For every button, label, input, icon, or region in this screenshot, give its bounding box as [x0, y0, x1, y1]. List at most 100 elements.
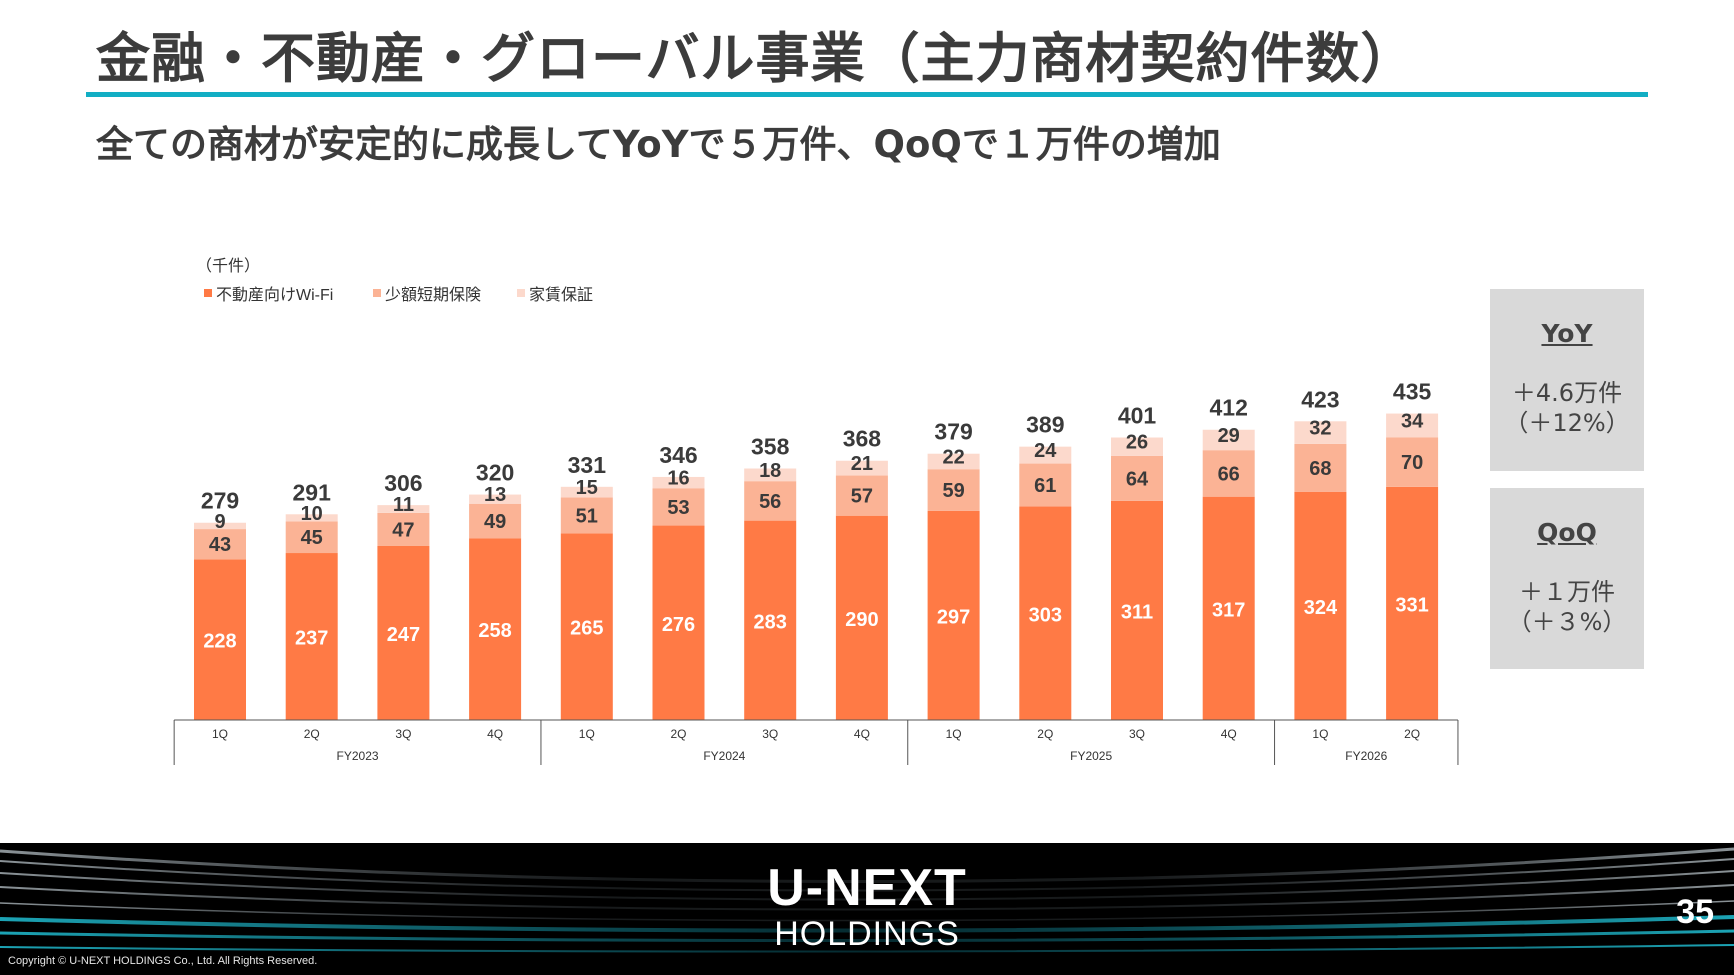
bar-value-label: 56	[759, 491, 781, 513]
bar-value-label: 290	[845, 609, 878, 631]
bar-segment	[1111, 455, 1163, 501]
bar-segment	[1294, 443, 1347, 492]
bar-segment	[285, 514, 338, 522]
bar-value-label: 51	[576, 505, 598, 527]
bar-segment	[652, 525, 705, 720]
bar-value-label: 53	[667, 497, 689, 519]
bar-segment	[194, 529, 246, 560]
qoq-value: ＋１万件	[1519, 578, 1615, 606]
copyright-notice: Copyright © U-NEXT HOLDINGS Co., Ltd. Al…	[8, 955, 318, 967]
x-tick-label: 1Q	[579, 727, 595, 741]
bar-segment	[560, 486, 613, 498]
legend-swatch-2	[373, 289, 381, 297]
bar-value-label: 18	[759, 460, 781, 482]
bar-value-label: 22	[942, 446, 964, 468]
bar-segment	[560, 533, 613, 720]
x-tick-label: 3Q	[395, 727, 411, 741]
bar-segment	[1019, 446, 1072, 464]
page-number: 35	[1676, 893, 1714, 931]
bar-value-label: 70	[1401, 452, 1423, 474]
bar-value-label: 47	[392, 519, 414, 541]
x-tick-label: 1Q	[212, 727, 228, 741]
bar-segment	[835, 515, 888, 720]
bar-value-label: 303	[1029, 604, 1062, 626]
bar-segment	[835, 460, 888, 476]
bar-segment	[1019, 506, 1072, 720]
bar-segment	[469, 494, 522, 504]
bar-segment	[560, 497, 613, 534]
qoq-summary-box: QoQ ＋１万件 （＋３%）	[1490, 488, 1644, 669]
x-tick-label: 2Q	[304, 727, 320, 741]
bar-segment	[1202, 429, 1255, 451]
x-tick-label: 2Q	[1037, 727, 1053, 741]
bar-value-label: 228	[203, 631, 236, 653]
bar-total-label: 423	[1301, 386, 1339, 412]
bar-value-label: 66	[1218, 463, 1240, 485]
bar-value-label: 45	[301, 527, 323, 549]
x-group-label: FY2025	[1070, 749, 1112, 763]
legend-swatch-3	[517, 289, 525, 297]
x-tick-label: 4Q	[854, 727, 870, 741]
x-group-label: FY2023	[337, 749, 379, 763]
bar-total-label: 358	[751, 433, 790, 459]
logo-wordmark: U-NEXT	[767, 859, 967, 917]
bar-segment	[1386, 413, 1439, 438]
bar-segment	[927, 453, 980, 470]
yoy-summary-box: YoY ＋4.6万件 （＋12%）	[1490, 289, 1644, 471]
bar-segment	[194, 522, 246, 530]
unit-label: （千件）	[196, 257, 260, 275]
bar-value-label: 247	[387, 624, 420, 646]
bar-value-label: 331	[1395, 594, 1428, 616]
bar-value-label: 43	[209, 534, 231, 556]
bar-segment	[1111, 500, 1163, 720]
x-tick-label: 2Q	[1404, 727, 1420, 741]
bar-value-label: 61	[1034, 475, 1056, 497]
bar-segment	[377, 512, 430, 546]
bar-segment	[1019, 463, 1072, 507]
bar-value-label: 21	[851, 453, 873, 475]
x-tick-label: 1Q	[946, 727, 962, 741]
bar-value-label: 16	[667, 468, 689, 490]
bar-segment	[1111, 437, 1163, 456]
legend-swatch-1	[204, 289, 212, 297]
bar-segment	[469, 538, 522, 720]
bar-total-label: 291	[293, 479, 332, 505]
yoy-value: ＋4.6万件	[1511, 379, 1623, 407]
bar-segment	[744, 468, 797, 482]
bar-segment	[835, 475, 888, 516]
bar-segment	[1202, 450, 1255, 497]
bar-value-label: 265	[570, 618, 603, 640]
bar-value-label: 297	[937, 606, 970, 628]
title-underline	[86, 92, 1648, 97]
bar-segment	[1386, 437, 1439, 487]
x-tick-label: 1Q	[1312, 727, 1328, 741]
legend-label-2: 少額短期保険	[385, 286, 481, 304]
bar-segment	[744, 520, 797, 720]
bar-segment	[469, 503, 522, 539]
company-logo: U-NEXT HOLDINGS	[0, 861, 1734, 953]
legend-label-3: 家賃保証	[529, 286, 593, 304]
bar-segment	[377, 545, 430, 720]
bar-value-label: 64	[1126, 468, 1149, 490]
bar-total-label: 320	[476, 460, 514, 486]
qoq-percent: （＋３%）	[1507, 608, 1627, 636]
bar-value-label: 34	[1401, 411, 1424, 433]
bar-value-label: 311	[1121, 601, 1153, 623]
bar-total-label: 379	[934, 419, 972, 445]
bar-total-label: 346	[659, 442, 697, 468]
bar-segment	[1294, 421, 1347, 444]
bar-total-label: 331	[568, 452, 607, 478]
bar-value-label: 32	[1309, 418, 1331, 440]
bar-value-label: 68	[1309, 458, 1331, 480]
x-tick-label: 3Q	[1129, 727, 1145, 741]
bar-value-label: 9	[214, 511, 225, 533]
bar-value-label: 59	[942, 480, 964, 502]
bar-value-label: 324	[1304, 597, 1338, 619]
bar-value-label: 26	[1126, 432, 1148, 454]
page-subtitle: 全ての商材が安定的に成長してYoYで５万件、QoQで１万件の増加	[96, 123, 1221, 166]
bar-value-label: 49	[484, 511, 506, 533]
x-group-label: FY2024	[703, 749, 745, 763]
bar-total-label: 401	[1118, 402, 1157, 428]
